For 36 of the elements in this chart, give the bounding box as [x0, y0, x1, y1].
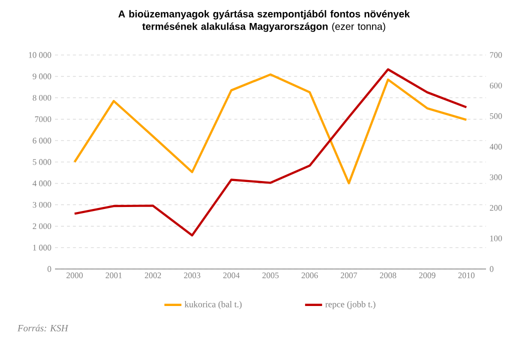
y2-tick-label: 0 — [490, 266, 494, 272]
x-tick-label: 2009 — [419, 272, 436, 278]
x-tick-label: 2003 — [184, 272, 200, 278]
y2-tick-label: 200 — [490, 205, 502, 211]
y-tick-label: 8 000 — [32, 94, 52, 101]
y2-tick-label: 500 — [490, 113, 502, 119]
y-tick-label: 5 000 — [32, 159, 52, 165]
chart-title: A bioüzemanyagok gyártása szempontjából fontos növények termésének alakulása Magyarországon (ezer tonna) — [118, 10, 410, 32]
x-tick-label: 2008 — [380, 272, 396, 278]
legend-label: repce (jobb t.) — [325, 301, 376, 310]
legend-label: kukorica (bal t.) — [184, 301, 242, 310]
text: Forrás: KSH — [17, 324, 68, 332]
y-tick-label: 9 000 — [32, 74, 52, 80]
x-tick-label: 2005 — [262, 272, 279, 278]
y2-tick-label: 700 — [490, 52, 502, 58]
x-tick-label: 2002 — [144, 272, 161, 278]
x-tick-label: 2006 — [302, 272, 318, 278]
y-tick-label: 7000 — [35, 116, 52, 122]
x-tick-label: 2001 — [106, 272, 122, 278]
y-tick-label: 6 000 — [32, 138, 52, 144]
y2-tick-label: 100 — [490, 236, 502, 242]
x-tick-label: 2000 — [66, 272, 83, 278]
y2-tick-label: 300 — [490, 174, 502, 180]
y-tick-label: 4 000 — [32, 180, 52, 186]
y2-tick-label: 600 — [490, 82, 502, 88]
line-series — [73, 73, 468, 184]
y-tick-label: 3 000 — [32, 202, 52, 208]
x-tick-label: 2010 — [458, 272, 475, 278]
x-tick-label: 2004 — [223, 272, 240, 278]
x-tick-label: 2007 — [340, 272, 358, 278]
y-tick-label: 2 000 — [32, 223, 52, 230]
y-tick-label: 0 — [48, 266, 52, 272]
y-tick-label: 10 000 — [28, 52, 52, 58]
y2-tick-label: 400 — [490, 144, 502, 150]
y-tick-label: 1 000 — [33, 244, 52, 250]
line-series — [73, 68, 468, 236]
